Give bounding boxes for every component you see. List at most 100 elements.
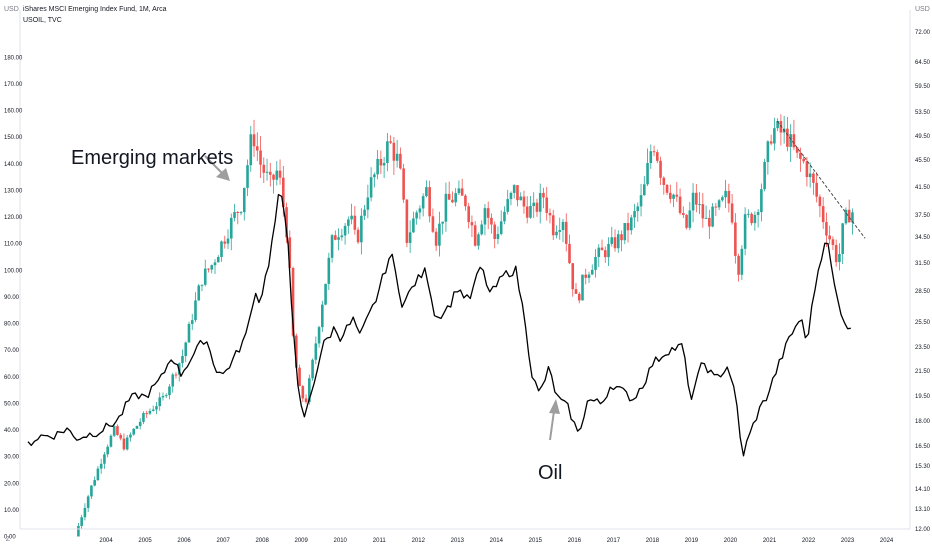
candle-body [353,215,357,230]
right-tick-label: 18.00 [915,419,931,425]
candle-body [646,163,649,185]
candle-body [255,146,259,151]
candle-body [431,216,435,232]
candle-body [473,225,477,246]
candle-body [132,428,135,435]
left-tick-label: 160.00 [4,109,23,115]
candle-body [760,189,763,213]
candle-body [203,268,207,285]
candle-body [246,165,249,188]
candle-body [93,480,96,486]
candle-body [509,192,513,200]
candle-body [200,284,204,286]
right-tick-label: 64.50 [915,60,931,66]
candle-body [727,190,731,204]
candle-body [799,152,802,159]
symbol-title: iShares MSCI Emerging Index Fund, 1M, Ar… [23,6,167,13]
candle-body [701,204,705,219]
candle-body [747,213,750,215]
candle-body [776,120,779,129]
candle-body [828,235,831,240]
candle-body [678,196,682,214]
candle-body [558,230,562,232]
candle-body [721,197,724,201]
candle-body [298,367,301,387]
arrows-layer [204,155,560,441]
annotation-oil: Oil [538,462,562,484]
candle-body [103,454,106,464]
candle-body [656,152,659,161]
candle-body [272,174,275,180]
right-tick-label: 41.50 [915,185,931,191]
candle-body [295,335,298,368]
candle-body [389,141,392,143]
candle-body [197,285,201,301]
candle-body [83,507,87,518]
left-tick-label: 180.00 [4,55,23,61]
log-scale-button[interactable]: Z [5,536,11,543]
trendline [776,120,866,239]
candle-body [753,214,757,224]
right-tick-label: 34.50 [915,235,931,241]
candle-body [350,215,353,220]
candle-body [717,200,721,208]
candle-body [308,378,311,403]
candle-body [460,188,464,196]
candle-body [106,446,109,455]
candle-body [158,397,162,407]
right-tick-label: 28.50 [915,289,931,295]
right-axis-unit: USD [915,6,930,13]
left-tick-label: 90.00 [4,295,20,301]
candle-body [281,177,285,208]
candle-body [519,196,523,201]
candle-body [321,304,324,328]
candle-body [330,235,334,258]
candle-body [532,202,536,207]
candle-body [812,173,815,183]
candle-body [181,355,184,364]
compare-symbol: USOIL, TVC [23,17,62,24]
right-tick-label: 59.50 [915,84,931,90]
candle-body [851,212,854,223]
trend-layer [776,120,866,239]
candle-body [724,190,727,198]
candle-body [626,223,630,231]
right-tick-label: 37.50 [915,213,931,219]
candle-body [659,160,662,178]
candle-body [737,255,740,275]
left-tick-label: 110.00 [4,242,23,248]
left-tick-label: 130.00 [4,188,23,194]
candle-body [392,142,396,161]
x-tick-label: 2016 [568,538,582,544]
right-tick-label: 12.00 [915,527,931,533]
candle-body [571,263,575,290]
candle-body [805,161,809,178]
right-tick-label: 45.50 [915,158,931,164]
candle-body [792,134,796,148]
candle-body [268,171,272,175]
candle-body [711,206,714,227]
candle-body [210,265,214,270]
candle-body [730,203,734,223]
candle-body [734,222,737,256]
candle-body [688,210,692,228]
candle-body [220,241,223,258]
candle-body [555,231,558,236]
candle-body [288,237,292,268]
candle-body [587,274,591,278]
candle-body [242,187,246,213]
candle-body [486,208,490,218]
x-tick-label: 2019 [685,538,699,544]
candle-body [386,141,389,163]
candle-body [564,221,568,244]
candle-body [415,212,418,219]
candle-body [639,195,643,207]
candle-body [682,213,685,215]
candle-body [194,300,197,321]
x-tick-label: 2004 [99,538,113,544]
right-tick-label: 53.50 [915,110,931,116]
candle-body [506,199,510,212]
candle-body [275,170,279,180]
